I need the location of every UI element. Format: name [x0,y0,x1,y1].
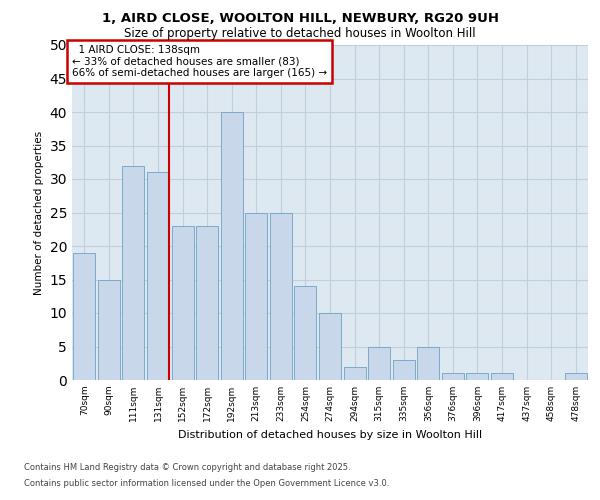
Bar [245,212,268,380]
Text: 1 AIRD CLOSE: 138sqm
← 33% of detached houses are smaller (83)
66% of semi-detac: 1 AIRD CLOSE: 138sqm ← 33% of detached h… [72,45,327,78]
Bar [295,286,316,380]
Bar [392,360,415,380]
Y-axis label: Number of detached properties: Number of detached properties [34,130,44,294]
Bar [98,280,120,380]
Bar [319,313,341,380]
Text: Contains public sector information licensed under the Open Government Licence v3: Contains public sector information licen… [24,478,389,488]
Bar [221,112,243,380]
Text: Contains HM Land Registry data © Crown copyright and database right 2025.: Contains HM Land Registry data © Crown c… [24,464,350,472]
Bar [172,226,194,380]
Bar [417,346,439,380]
Text: 1, AIRD CLOSE, WOOLTON HILL, NEWBURY, RG20 9UH: 1, AIRD CLOSE, WOOLTON HILL, NEWBURY, RG… [101,12,499,26]
Text: Size of property relative to detached houses in Woolton Hill: Size of property relative to detached ho… [124,28,476,40]
Bar [466,374,488,380]
Bar [196,226,218,380]
Bar [368,346,390,380]
X-axis label: Distribution of detached houses by size in Woolton Hill: Distribution of detached houses by size … [178,430,482,440]
Bar [270,212,292,380]
Bar [491,374,513,380]
Bar [147,172,169,380]
Bar [442,374,464,380]
Bar [344,366,365,380]
Bar [122,166,145,380]
Bar [73,252,95,380]
Bar [565,374,587,380]
